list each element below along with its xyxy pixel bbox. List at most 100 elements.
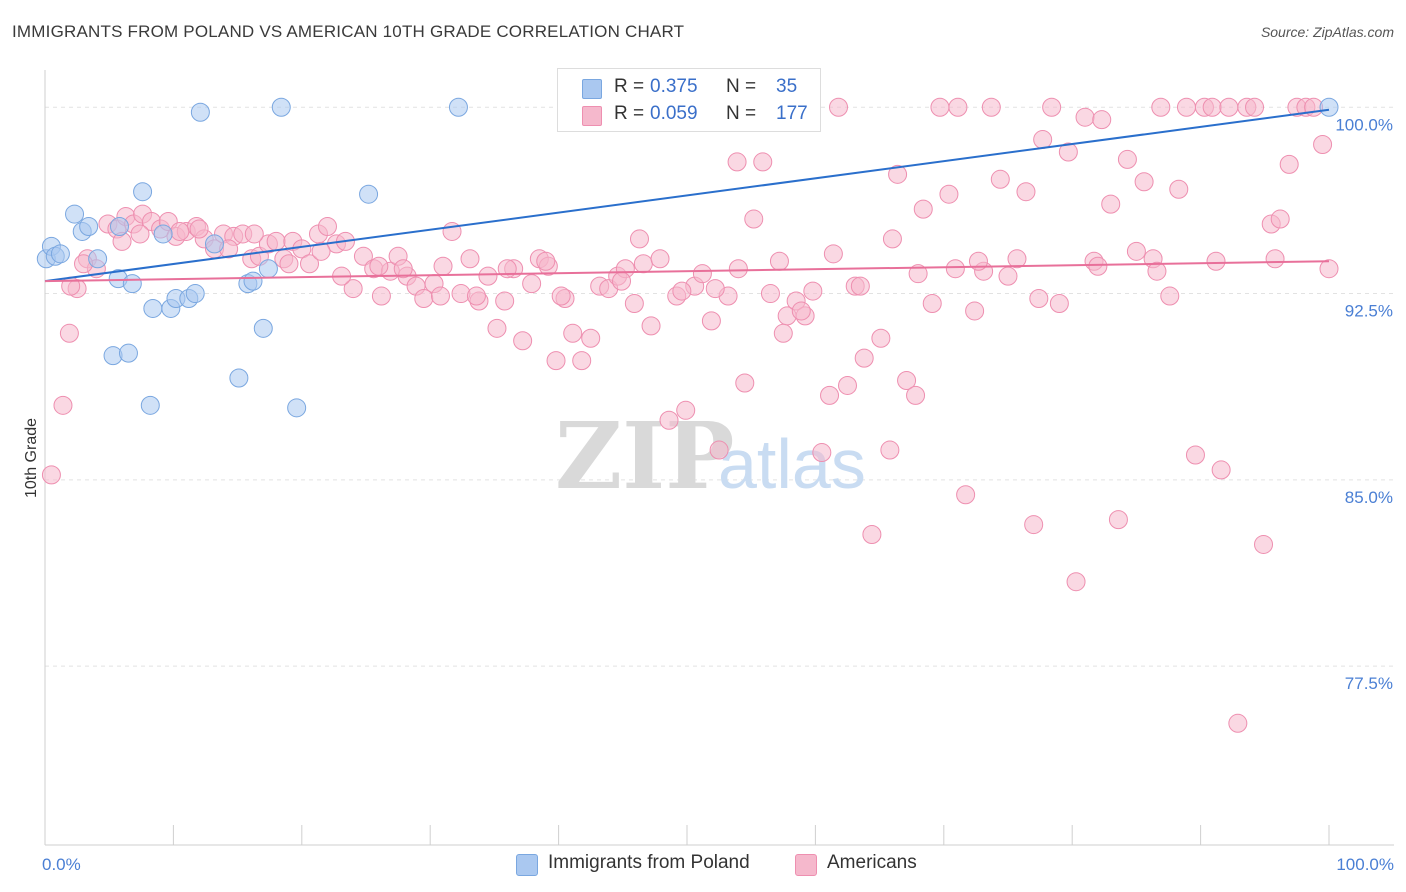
data-point [88,249,108,269]
data-point [311,241,331,261]
x-tick-marks [44,825,1330,845]
data-point [612,271,632,291]
data-point [317,216,337,236]
data-point [563,323,583,343]
data-point [300,254,320,274]
y-tick-label: 100.0% [1335,115,1393,134]
data-point [676,400,696,420]
data-point [791,301,811,321]
data-point [41,465,61,485]
data-point [153,224,173,244]
data-point [478,266,498,286]
data-point [948,97,968,117]
data-point [641,316,661,336]
watermark-atlas: atlas [718,425,866,503]
data-point [888,164,908,184]
americans-swatch [582,106,602,126]
data-point [170,221,190,241]
data-point [572,351,592,371]
data-point [820,385,840,405]
data-point [854,348,874,368]
data-point [53,395,73,415]
data-point [65,204,85,224]
data-point [624,293,644,313]
data-point [945,259,965,279]
americans-legend-swatch [795,854,817,876]
y-tick-labels: 100.0% 92.5% 85.0% 77.5% [1335,115,1393,693]
data-point [522,274,542,294]
data-point [709,440,729,460]
y-axis-label: 10th Grade [23,418,40,498]
data-point [244,224,264,244]
data-point [1202,97,1222,117]
data-point [659,410,679,430]
data-point [672,281,692,301]
data-point [990,169,1010,189]
stats-row-poland: R = 0.375 N = 35 [558,73,820,103]
data-point [130,224,150,244]
data-point [727,152,747,172]
data-point [1058,142,1078,162]
data-point [1134,172,1154,192]
data-point [513,331,533,351]
x-tick-label-min: 0.0% [42,855,81,874]
data-point [109,216,129,236]
data-point [204,234,224,254]
data-point [460,249,480,269]
data-point [1160,286,1180,306]
data-point [79,216,99,236]
x-tick-label-max: 100.0% [1336,855,1394,874]
data-point [908,264,928,284]
americans-points [41,97,1339,733]
data-point [1016,182,1036,202]
data-point [981,97,1001,117]
data-point [189,219,209,239]
data-point [1088,256,1108,276]
data-point [1147,261,1167,281]
data-point [744,209,764,229]
data-point [1176,97,1196,117]
data-point [1126,241,1146,261]
data-point [1042,97,1062,117]
data-point [229,368,249,388]
chart-source: Source: ZipAtlas.com [1260,24,1394,40]
data-point [1279,154,1299,174]
data-point [812,443,832,463]
data-point [629,229,649,249]
y-tick-label: 92.5% [1345,302,1393,321]
data-point [253,318,273,338]
data-point [1024,515,1044,535]
data-point [143,298,163,318]
data-point [850,276,870,296]
legend-label: Immigrants from Poland [548,852,750,873]
data-point [930,97,950,117]
data-point [965,301,985,321]
data-point [692,264,712,284]
data-point [353,246,373,266]
data-point [1049,293,1069,313]
data-point [769,251,789,271]
data-point [1151,97,1171,117]
data-point [1169,179,1189,199]
data-point [343,279,363,299]
data-point [118,343,138,363]
data-point [1029,289,1049,309]
watermark-zip: ZIP [555,402,734,510]
legend-label: Americans [827,852,917,873]
data-point [243,271,263,291]
data-point [803,281,823,301]
data-point [1245,97,1265,117]
r-value: 0.059 [650,103,698,124]
trend-lines [44,108,1330,283]
data-point [1101,194,1121,214]
data-point [433,256,453,276]
data-point [140,395,160,415]
data-point [430,286,450,306]
data-point [650,249,670,269]
data-point [546,351,566,371]
trendline-poland [44,108,1330,283]
data-point [369,256,389,276]
data-point [393,259,413,279]
watermark: ZIP atlas [555,402,866,510]
